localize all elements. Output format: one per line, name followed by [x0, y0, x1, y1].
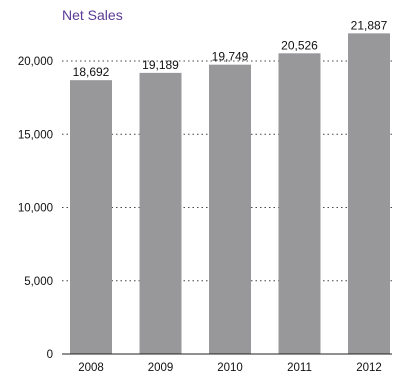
- x-axis-tick-labels: 2008 2009 2010 2011 2012: [78, 362, 382, 374]
- data-labels: 18,692 19,189 19,749 20,526 21,887: [73, 18, 388, 79]
- x-tick-label: 2012: [356, 362, 382, 374]
- x-tick-label: 2009: [148, 362, 174, 374]
- data-label-2010: 19,749: [212, 50, 249, 64]
- bar-2010: [209, 64, 251, 354]
- bar-2012: [348, 33, 390, 355]
- bars: [70, 33, 390, 355]
- y-tick-label: 10,000: [18, 203, 53, 215]
- y-tick-label: 20,000: [18, 56, 53, 68]
- bar-2011: [278, 53, 321, 355]
- y-axis-tick-labels: 0 5,000 10,000 15,000 20,000: [18, 56, 53, 361]
- data-label-2011: 20,526: [281, 38, 318, 52]
- data-label-2008: 18,692: [73, 65, 110, 79]
- bar-2009: [139, 72, 182, 354]
- y-tick-label: 15,000: [18, 129, 53, 141]
- data-label-2009: 19,189: [142, 58, 179, 72]
- bar-2008: [70, 80, 112, 354]
- data-label-2012: 21,887: [351, 18, 388, 32]
- y-tick-label: 5,000: [24, 276, 53, 288]
- y-tick-label: 0: [47, 349, 53, 361]
- x-tick-label: 2008: [78, 362, 104, 374]
- x-tick-label: 2011: [287, 362, 312, 374]
- chart-title: Net Sales: [62, 7, 123, 23]
- gridlines: [62, 60, 392, 282]
- x-tick-label: 2010: [217, 362, 243, 374]
